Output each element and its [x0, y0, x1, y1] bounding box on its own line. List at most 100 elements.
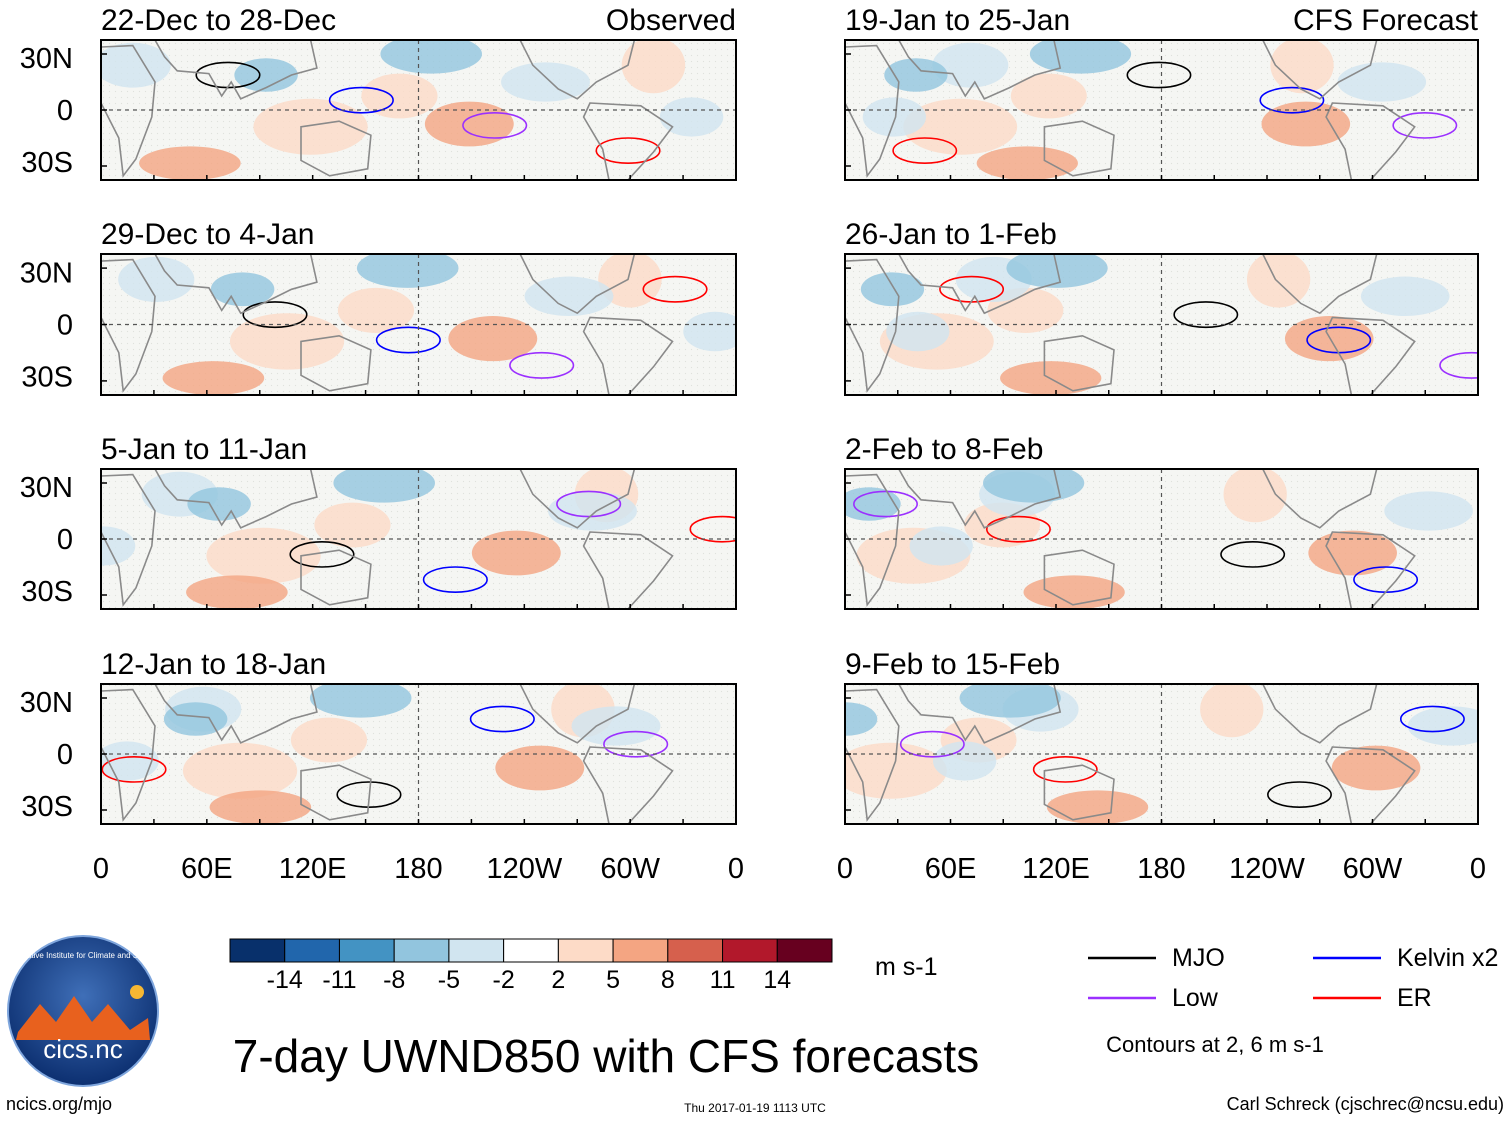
cics-logo: Cooperative Institute for Climate and Sa… — [1, 935, 166, 1087]
continent-outline — [897, 469, 1062, 529]
anomaly-positive — [229, 313, 345, 370]
anomaly-positive — [314, 502, 391, 548]
continent-outline — [1043, 334, 1115, 392]
anomaly-positive — [471, 530, 561, 576]
continent-outline — [582, 746, 674, 824]
anomaly-negative — [380, 40, 482, 74]
anomaly-positive — [495, 745, 585, 791]
anomaly-positive — [162, 361, 265, 395]
colorbar-level-label: -2 — [493, 966, 515, 994]
anomaly-positive — [976, 146, 1078, 180]
continent-outline — [1261, 684, 1378, 744]
colorbar-swatch — [393, 938, 450, 963]
legend-label: MJO — [1172, 944, 1225, 972]
map-panel: 26-Jan to 1-Feb — [844, 218, 1479, 396]
anomaly-negative — [524, 276, 614, 317]
lon-tick-label: 60W — [1343, 853, 1403, 885]
lon-tick-label: 0 — [728, 853, 744, 885]
lat-tick-label: 30S — [21, 362, 73, 394]
colorbar-swatch — [722, 938, 778, 963]
continent-outline — [300, 120, 372, 177]
anomaly-negative — [909, 526, 973, 566]
anomaly-negative — [932, 42, 1009, 88]
footer-timestamp: Thu 2017-01-19 1113 UTC — [684, 1101, 826, 1115]
colorbar-level-label: -11 — [322, 966, 356, 994]
anomaly-negative — [1407, 706, 1478, 746]
panel-period: 2-Feb to 8-Feb — [845, 433, 1043, 466]
anomaly-positive — [337, 287, 415, 333]
wave-contour — [1439, 351, 1478, 379]
lon-tick-label: 0 — [1470, 853, 1486, 885]
wave-contour — [101, 756, 167, 783]
map-panel: 9-Feb to 15-Feb — [844, 648, 1479, 825]
continent-outline — [1261, 254, 1378, 315]
colorbar-units: m s-1 — [875, 953, 938, 981]
anomaly-negative — [101, 741, 159, 781]
continent-outline — [101, 473, 156, 607]
map-panel: 5-Jan to 11-Jan — [100, 433, 737, 610]
lon-tick-label: 60E — [925, 853, 977, 885]
anomaly-positive — [1223, 469, 1287, 523]
map-field — [845, 469, 1478, 609]
anomaly-positive — [253, 98, 368, 155]
lat-tick-label: 0 — [57, 310, 73, 342]
wave-contour — [289, 541, 355, 568]
lon-tick-label: 0 — [837, 853, 853, 885]
footer-author: Carl Schreck (cjschrec@ncsu.edu) — [1227, 1094, 1504, 1114]
main-title: 7-day UWND850 with CFS forecasts — [233, 1030, 979, 1082]
continent-outline — [154, 684, 318, 744]
panel-source-label: Observed — [606, 4, 736, 37]
map-panel: 22-Dec to 28-Dec Observed — [100, 4, 737, 181]
lat-tick-label: 30S — [21, 791, 73, 823]
continent-outline — [300, 334, 372, 392]
colorbar-swatch — [448, 938, 505, 963]
lon-tick-label: 60W — [600, 853, 660, 885]
colorbar-level-label: -8 — [383, 966, 405, 994]
map-panel: 12-Jan to 18-Jan — [100, 648, 737, 825]
continent-outline — [897, 40, 1062, 100]
continent-outline — [300, 764, 372, 821]
continent-outline — [1261, 40, 1378, 100]
colorbar-level-label: -5 — [438, 966, 460, 994]
lat-tick-label: 0 — [57, 524, 73, 556]
map-panel: 2-Feb to 8-Feb — [844, 433, 1479, 610]
continent-outline — [519, 469, 636, 529]
continent-outline — [1043, 549, 1115, 606]
lon-tick-label: 180 — [1137, 853, 1185, 885]
anomaly-positive — [186, 575, 288, 609]
map-field — [101, 40, 736, 180]
continent-outline — [1261, 469, 1378, 529]
map-field — [101, 684, 736, 824]
wave-contour — [642, 275, 708, 303]
wave-contour — [985, 515, 1051, 543]
lon-tick-label: 120W — [486, 853, 562, 885]
colorbar-swatch — [557, 938, 614, 963]
anomaly-negative — [501, 62, 590, 102]
panel-period: 5-Jan to 11-Jan — [101, 433, 307, 466]
continent-outline — [101, 688, 156, 822]
lon-tick-label: 180 — [394, 853, 442, 885]
anomaly-positive — [182, 742, 298, 799]
anomaly-positive — [1246, 254, 1311, 308]
colorbar-level-label: -14 — [267, 966, 303, 994]
anomaly-negative — [1337, 62, 1427, 102]
continent-outline — [582, 102, 674, 180]
wave-contour — [1173, 301, 1239, 329]
anomaly-negative — [118, 256, 195, 302]
continent-outline — [1043, 764, 1115, 821]
logo-ring-text: Cooperative Institute for Climate and Sa… — [1, 951, 166, 960]
continent-outline — [300, 549, 372, 606]
wave-contour — [595, 137, 661, 165]
wave-contour — [1032, 756, 1098, 783]
anomaly-negative — [845, 487, 901, 521]
anomaly-negative — [356, 254, 459, 288]
wave-contour — [375, 326, 441, 354]
anomaly-negative — [1360, 276, 1450, 317]
continent-outline — [101, 258, 156, 393]
anomaly-positive — [448, 316, 538, 362]
anomaly-negative — [187, 487, 251, 521]
anomaly-negative — [860, 272, 925, 307]
wave-contour — [689, 515, 736, 543]
anomaly-negative — [101, 526, 136, 566]
